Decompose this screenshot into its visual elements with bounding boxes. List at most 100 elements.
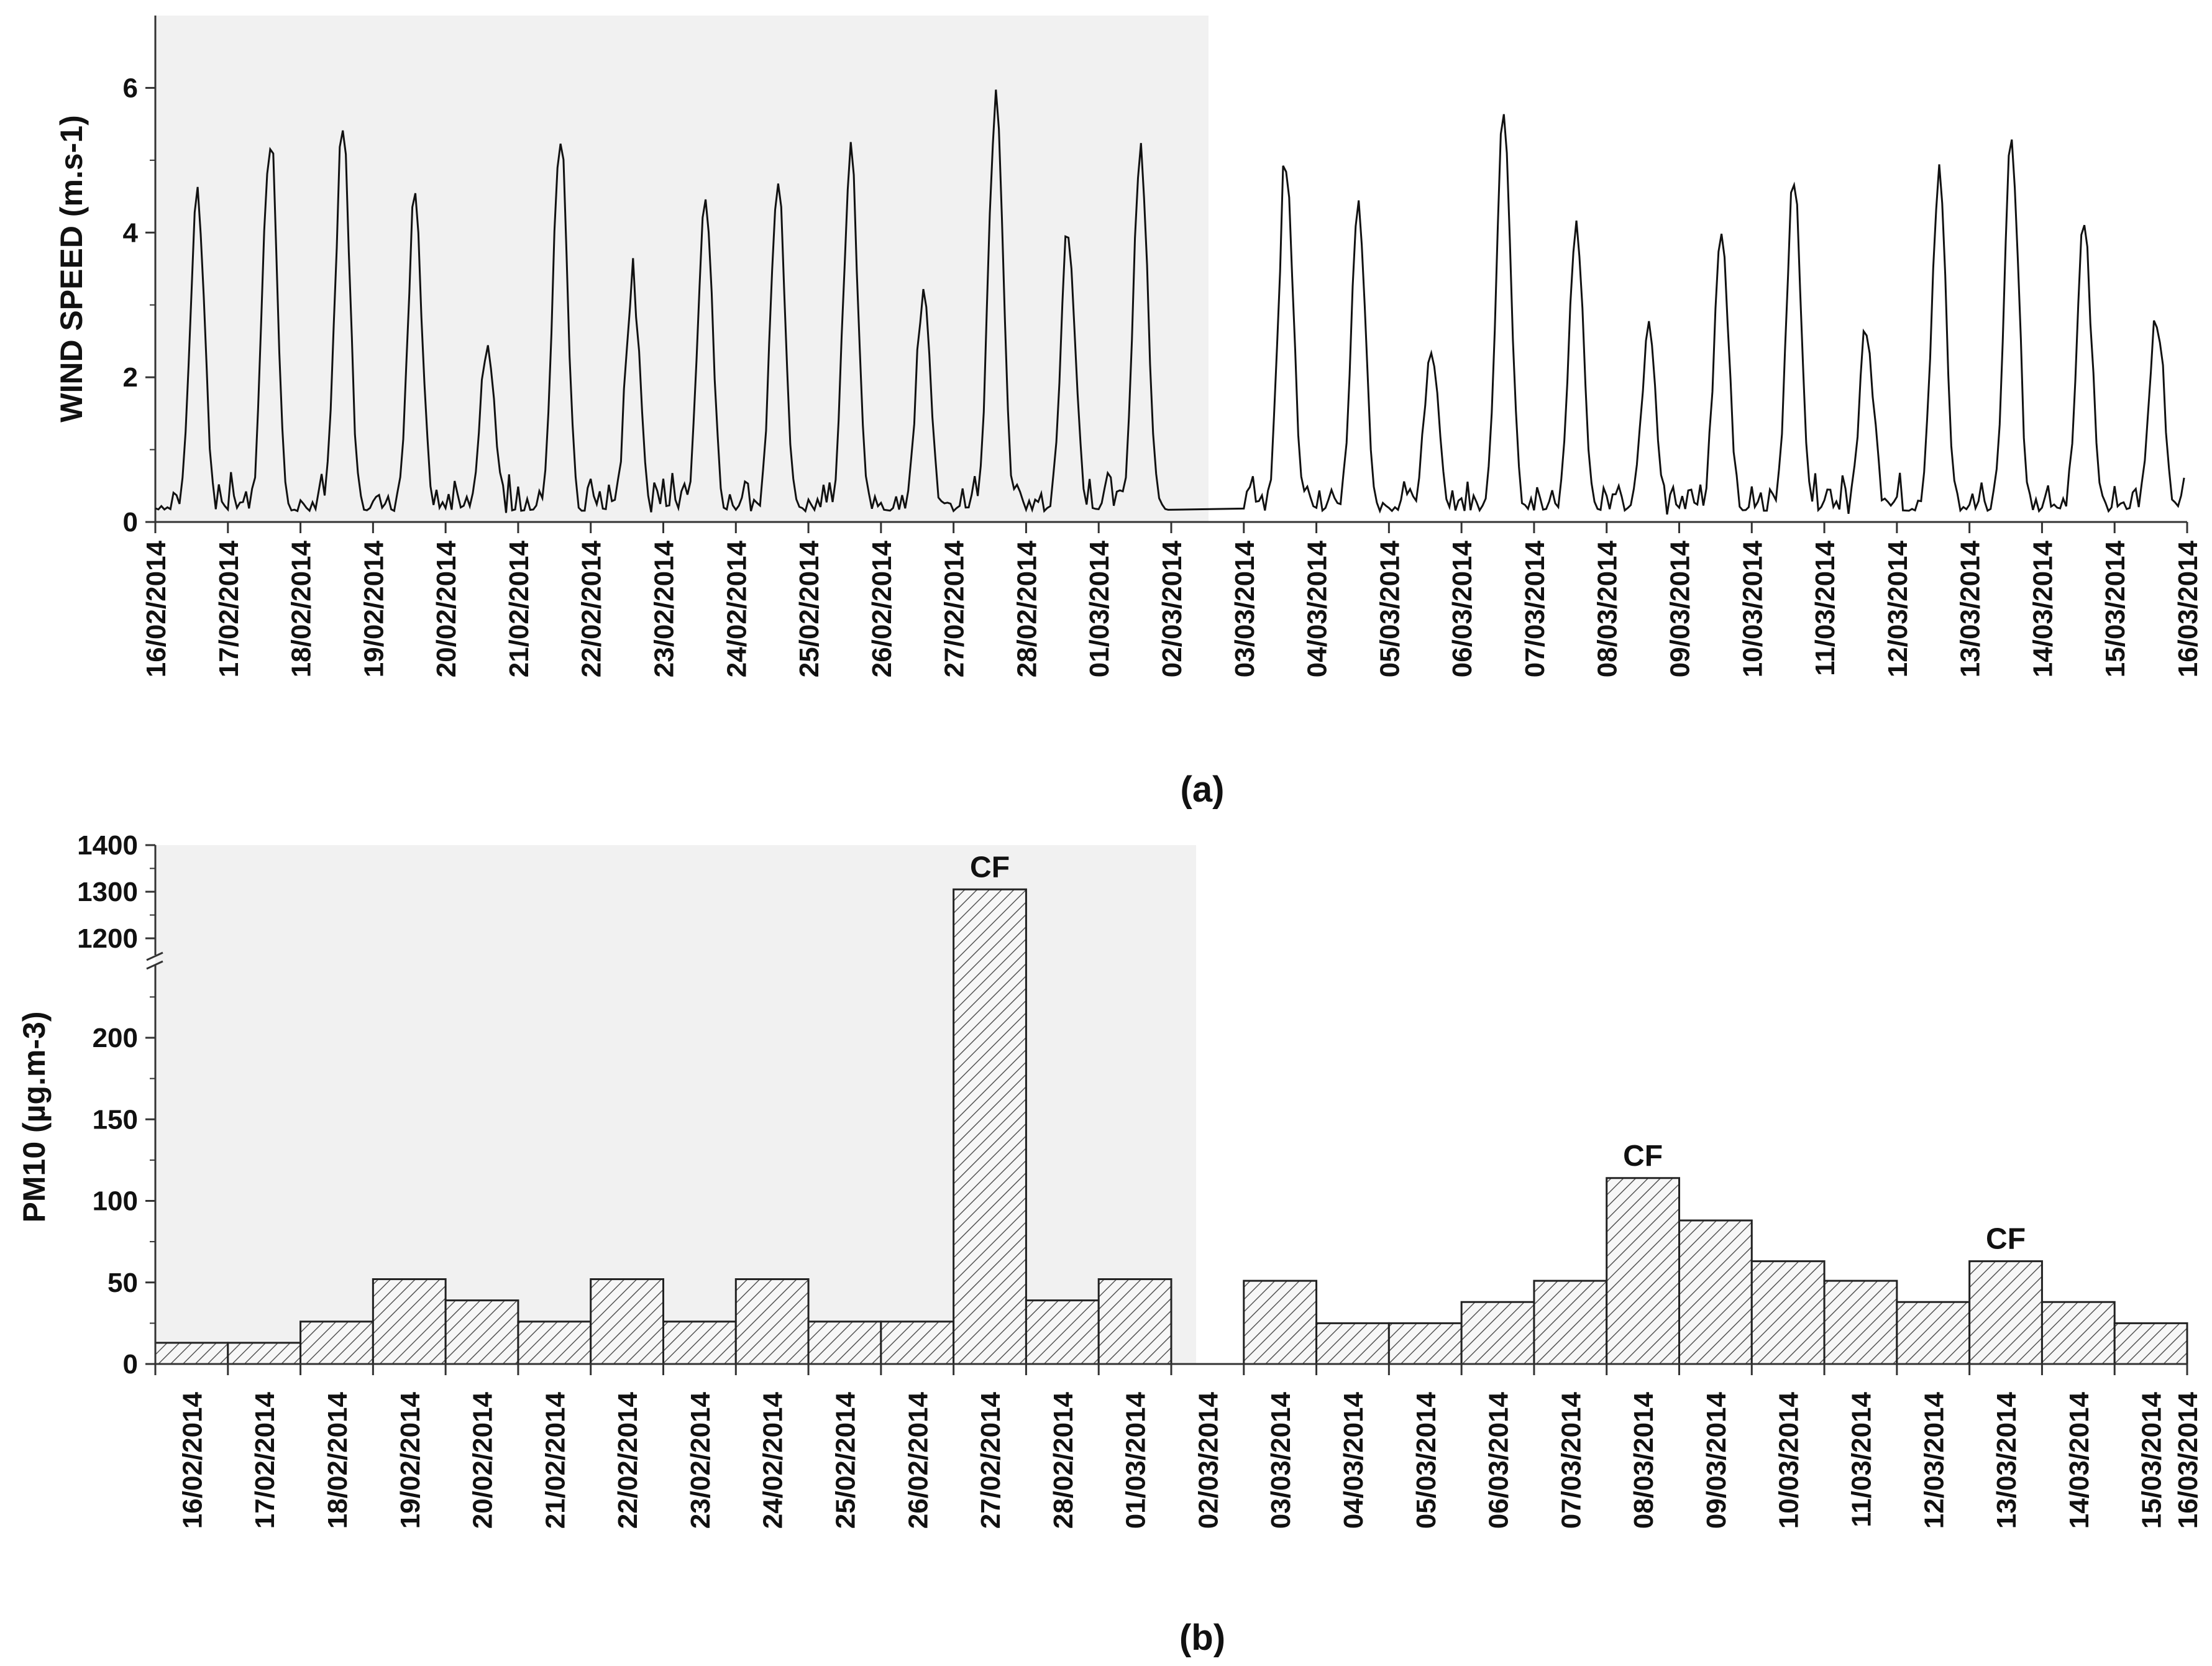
- bar: [807, 1320, 882, 1365]
- x-tick-label: 13/03/2014: [1991, 1391, 2022, 1529]
- y-tick-label: 50: [107, 1268, 138, 1298]
- x-tick-label: 10/03/2014: [1737, 540, 1768, 677]
- x-tick-label: 13/03/2014: [1955, 540, 1986, 677]
- x-tick-label: 12/03/2014: [1919, 1391, 1949, 1529]
- cf-annotation: CF: [970, 851, 1010, 884]
- x-tick-label: 28/02/2014: [1048, 1391, 1079, 1529]
- x-tick-label: 22/02/2014: [613, 1391, 643, 1529]
- x-tick-label: 14/03/2014: [2064, 1391, 2095, 1529]
- y-tick-label: 0: [123, 507, 138, 538]
- x-tick-label: 16/02/2014: [141, 540, 171, 677]
- x-tick-label: 06/03/2014: [1447, 540, 1478, 677]
- bar: [1243, 1279, 1318, 1365]
- x-tick-label: 24/02/2014: [721, 540, 752, 677]
- y-tick-label: 0: [123, 1349, 138, 1380]
- y-tick-label: 6: [123, 73, 138, 103]
- bar: [1750, 1260, 1826, 1365]
- x-tick-label: 19/02/2014: [395, 1391, 426, 1529]
- x-tick-label: 11/03/2014: [1846, 1391, 1876, 1527]
- x-tick-label: 03/03/2014: [1230, 540, 1260, 677]
- x-tick-label: 08/03/2014: [1593, 540, 1623, 677]
- x-tick-label: 01/03/2014: [1084, 540, 1115, 677]
- x-tick-label: 05/03/2014: [1411, 1391, 1442, 1529]
- bar: [1387, 1322, 1463, 1365]
- bar: [2113, 1322, 2188, 1365]
- x-tick-label: 26/02/2014: [867, 540, 897, 677]
- y-tick-label: 200: [93, 1023, 138, 1053]
- panel-label: (b): [1179, 1618, 1225, 1658]
- x-tick-label: 10/03/2014: [1774, 1391, 1804, 1529]
- bar: [372, 1278, 447, 1365]
- bar: [1460, 1301, 1535, 1365]
- x-tick-label: 23/02/2014: [685, 1391, 716, 1529]
- x-tick-label: 07/03/2014: [1556, 1391, 1586, 1529]
- x-tick-label: 12/03/2014: [1883, 540, 1913, 677]
- y-tick-label: 2: [123, 362, 138, 393]
- bar: [590, 1278, 665, 1365]
- x-tick-label: 20/02/2014: [431, 540, 462, 677]
- x-tick-label: 20/02/2014: [468, 1391, 498, 1529]
- y-tick-label: 150: [93, 1104, 138, 1135]
- x-tick-label: 23/02/2014: [649, 540, 680, 677]
- bar: [227, 1342, 302, 1365]
- cf-annotation: CF: [1986, 1223, 2026, 1256]
- x-tick-label: 17/02/2014: [250, 1391, 280, 1529]
- bar: [734, 1278, 810, 1365]
- bar: [1315, 1322, 1390, 1365]
- bar: [880, 1320, 955, 1365]
- bar: [1533, 1279, 1608, 1365]
- pm10-chart: 0 50 100 150 200 1200 1300 1400 16/02/2014 17/02/…: [17, 833, 2203, 1658]
- bar: [1025, 1299, 1100, 1365]
- y-axis-title: PM10 (µg.m-3): [17, 1012, 52, 1223]
- x-tick-label: 16/03/2014: [2173, 1391, 2203, 1529]
- bar: [953, 888, 1027, 1365]
- x-tick-label: 21/02/2014: [540, 1391, 570, 1529]
- x-tick-label: 02/03/2014: [1157, 540, 1187, 677]
- bar: [1678, 1219, 1753, 1365]
- shaded-period: [155, 845, 1196, 1364]
- x-tick-label: 03/03/2014: [1266, 1391, 1296, 1529]
- bar: [299, 1320, 374, 1365]
- bar: [444, 1299, 519, 1365]
- x-tick-label: 16/02/2014: [177, 1391, 208, 1529]
- panel-label: (a): [1181, 769, 1225, 810]
- bar: [1606, 1177, 1681, 1365]
- x-tick-label: 18/02/2014: [286, 540, 317, 677]
- x-tick-label: 02/03/2014: [1193, 1391, 1223, 1529]
- y-tick-label: 4: [123, 217, 139, 248]
- x-tick-label: 05/03/2014: [1374, 540, 1405, 677]
- wind-speed-series-1: [155, 89, 2185, 515]
- x-tick-label: 14/03/2014: [2027, 540, 2058, 677]
- x-tick-label: 24/02/2014: [758, 1391, 788, 1529]
- x-tick-label: 15/03/2014: [2137, 1391, 2167, 1529]
- x-tick-label: 15/03/2014: [2100, 540, 2131, 677]
- cf-annotation: CF: [1623, 1140, 1663, 1173]
- x-tick-label: 16/03/2014: [2173, 540, 2203, 677]
- y-tick-label: 1400: [77, 833, 138, 861]
- wind-speed-chart: 0 2 4 6 16/02/2014 17/02/2014 18/02/2014 19/02/…: [54, 16, 2203, 810]
- x-tick-label: 25/02/2014: [794, 540, 825, 677]
- bar: [662, 1320, 737, 1365]
- shaded-period: [155, 16, 1209, 522]
- x-tick-label: 21/02/2014: [504, 540, 534, 677]
- x-tick-label: 22/02/2014: [577, 540, 607, 677]
- x-tick-label: 01/03/2014: [1121, 1391, 1151, 1529]
- x-tick-label: 28/02/2014: [1012, 540, 1042, 677]
- x-tick-label: 09/03/2014: [1665, 540, 1696, 677]
- x-tick-label: 27/02/2014: [976, 1391, 1006, 1529]
- bar: [1896, 1301, 1971, 1365]
- y-tick-label: 100: [93, 1186, 138, 1217]
- bar: [1823, 1279, 1898, 1365]
- x-tick-label: 11/03/2014: [1810, 540, 1840, 675]
- x-tick-label: 07/03/2014: [1520, 540, 1550, 677]
- x-tick-label: 26/02/2014: [903, 1391, 933, 1529]
- x-tick-label: 06/03/2014: [1484, 1391, 1514, 1529]
- bar: [154, 1342, 229, 1365]
- x-tick-label: 27/02/2014: [939, 540, 970, 677]
- x-tick-label: 04/03/2014: [1338, 1391, 1369, 1529]
- bar: [2041, 1301, 2116, 1365]
- x-tick-label: 25/02/2014: [830, 1391, 861, 1529]
- y-tick-label: 1300: [77, 877, 138, 907]
- x-tick-label: 19/02/2014: [359, 540, 389, 677]
